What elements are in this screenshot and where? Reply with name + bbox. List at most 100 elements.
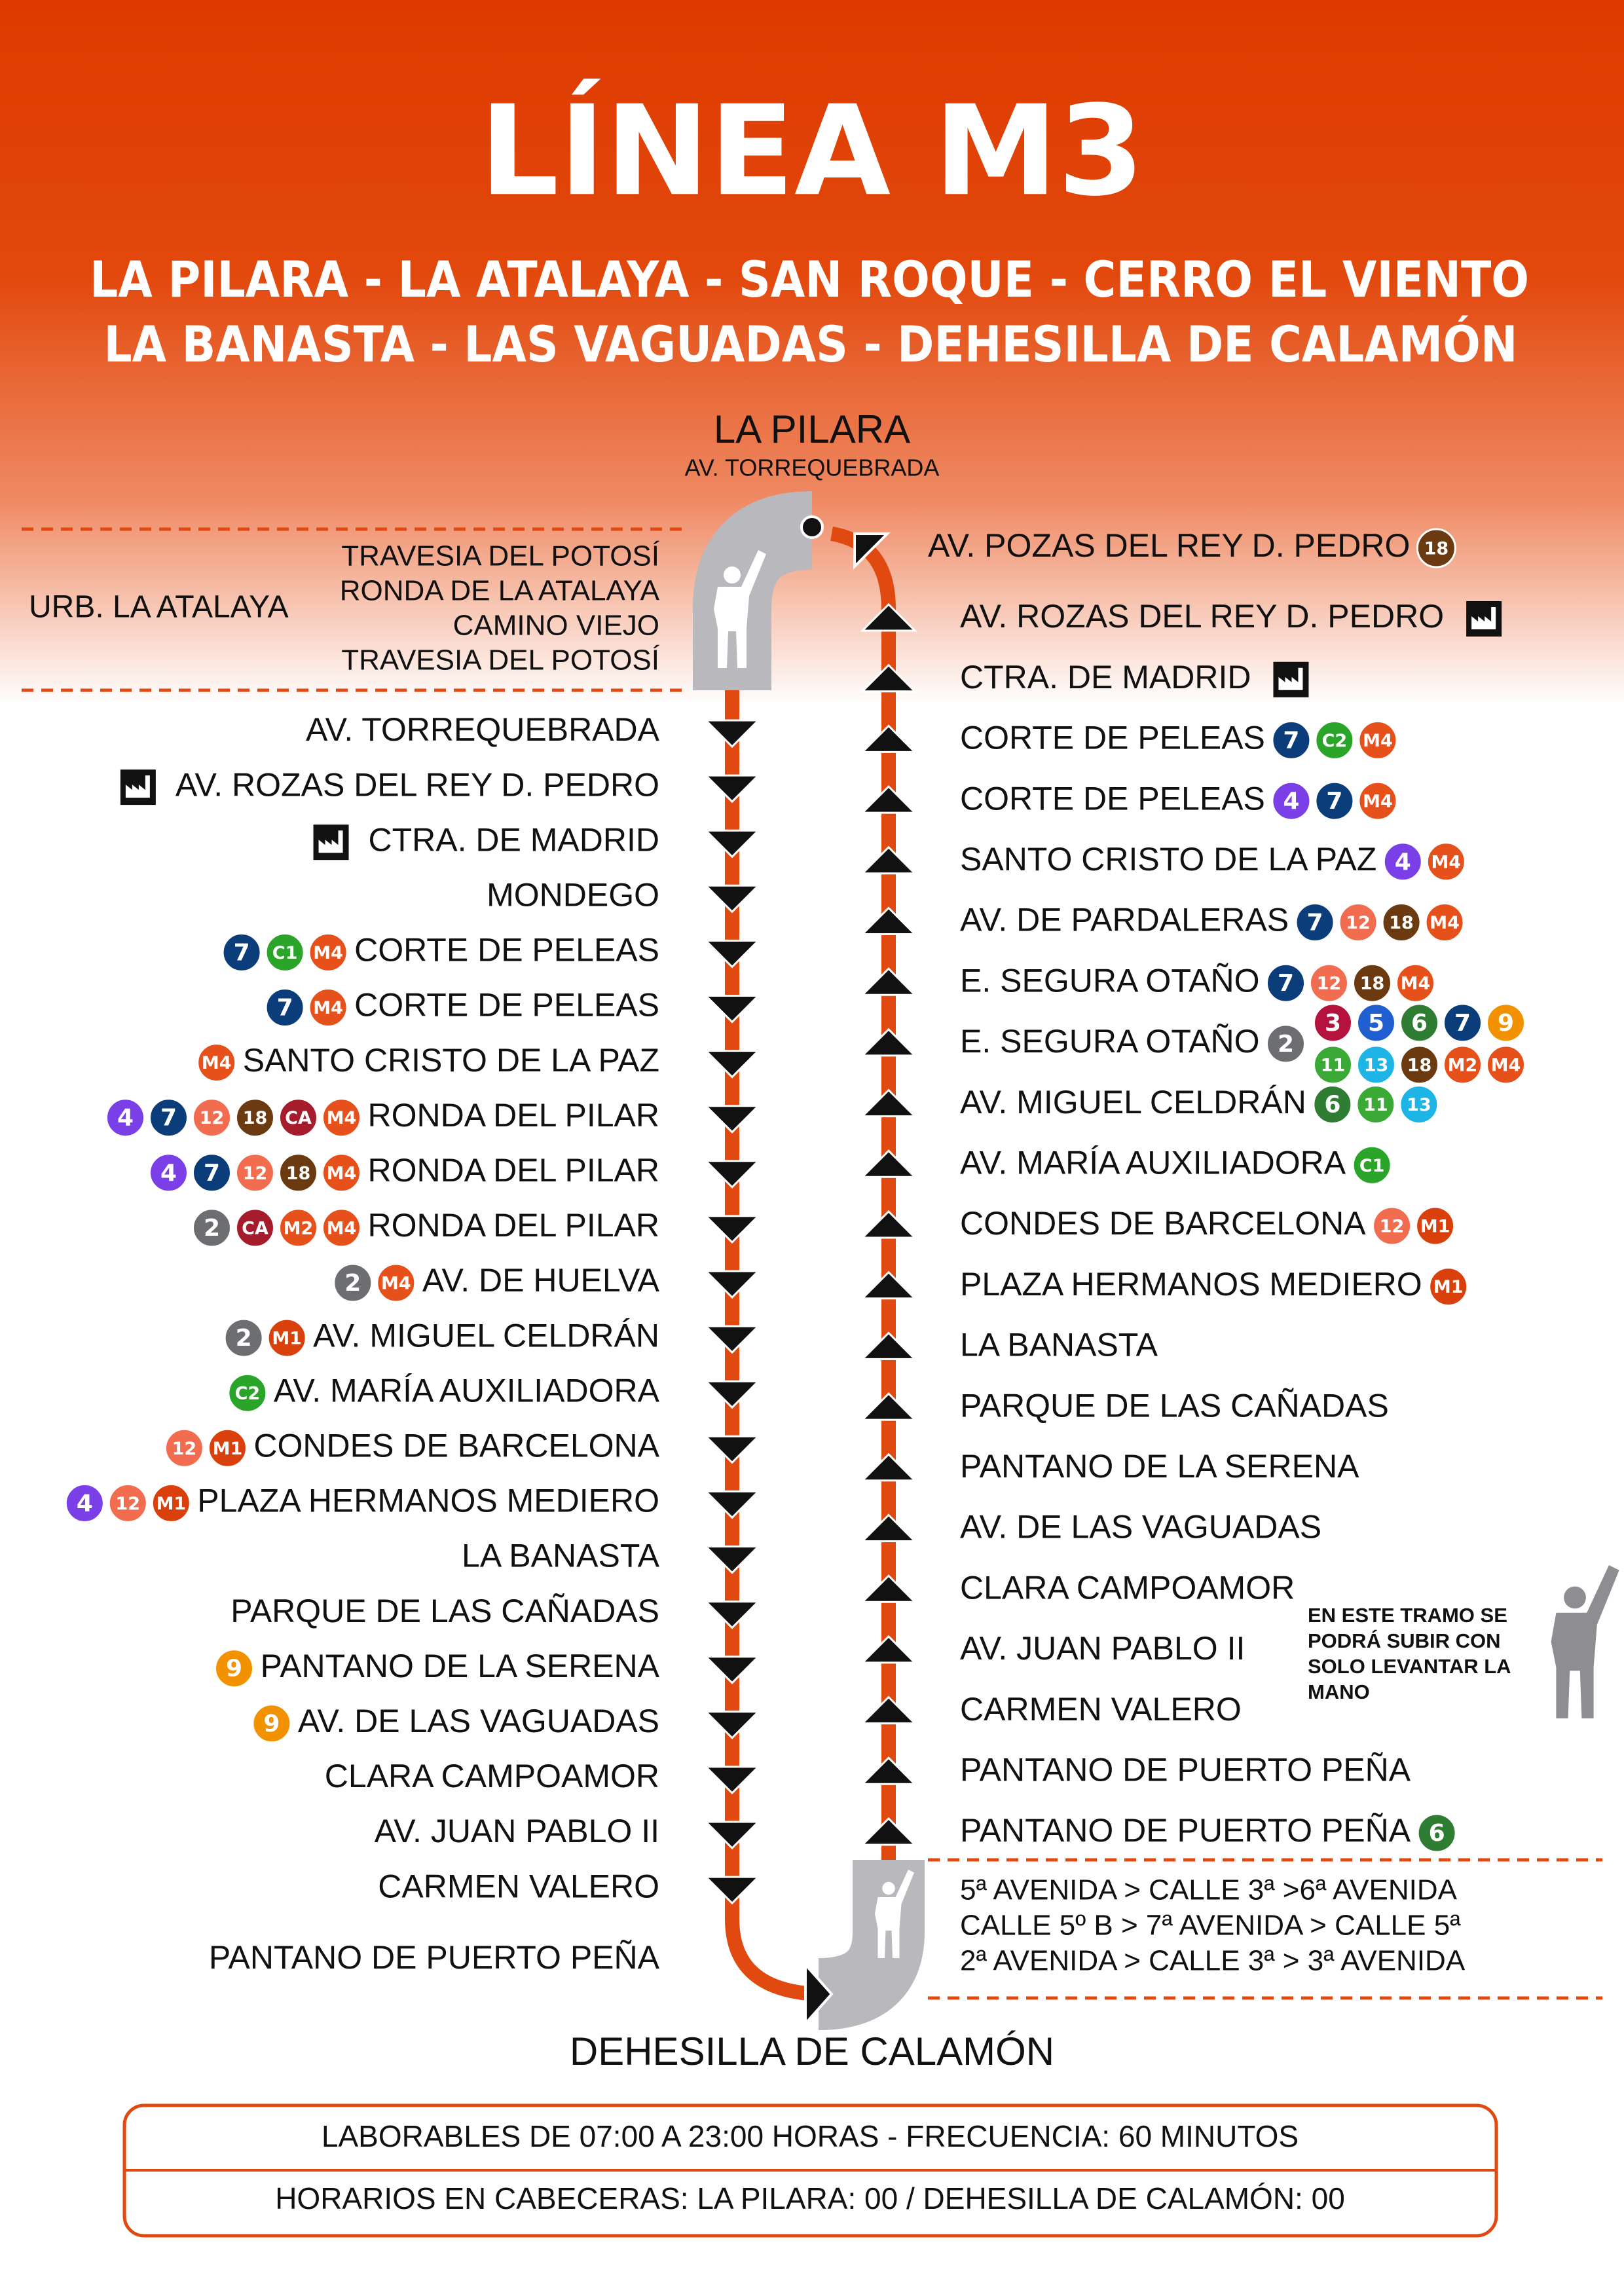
stop-name: RONDA DEL PILAR [367,1152,659,1189]
badge-label: 12 [1317,974,1342,994]
badge-circle [1352,1145,1392,1185]
line-badge: CA [234,1208,275,1248]
line-badge: 18 [1352,963,1392,1003]
line-badge: CA [278,1098,318,1138]
badge-label: 12 [200,1108,225,1128]
badge-label: 12 [243,1163,268,1183]
line-badge: 12 [1372,1206,1412,1246]
line-badge: 9 [214,1648,255,1689]
badge-circle [64,1483,105,1523]
stop-name: PARQUE DE LAS CAÑADAS [960,1387,1389,1424]
line-badge: C1 [265,932,305,972]
stop-name: PANTANO DE LA SERENA [960,1448,1359,1485]
badge-label: 11 [1321,1055,1346,1075]
badge-circle [1381,902,1422,942]
badge-circle [1314,720,1355,760]
line-badge: 12 [164,1428,204,1468]
badge-circle [227,1373,268,1413]
line-badge: 7 [148,1098,189,1138]
stops: AV. TORREQUEBRADA AV. ROZAS DEL REY D. PE… [64,527,1526,1976]
badge-circle [1415,1206,1456,1246]
line-badge: 7 [1295,902,1335,942]
line-badge: 2 [191,1208,232,1248]
direction-arrow [703,884,761,914]
direction-arrow [860,1635,917,1664]
direction-arrow [860,1453,917,1482]
direction-arrow [703,1050,761,1079]
line-badge: 5 [1356,1003,1396,1043]
badge-label: M4 [202,1053,232,1073]
line-badge: 11 [1313,1045,1353,1085]
end-name: DEHESILLA DE CALAMÓN [570,2029,1054,2073]
badge-circle [191,1208,232,1248]
direction-arrow [860,785,917,814]
stop-name: PANTANO DE PUERTO PEÑA [960,1752,1411,1788]
direction-arrow [703,1766,761,1795]
direction-arrow [703,1270,761,1299]
badge-circle [321,1153,361,1193]
badge-circle [1352,963,1392,1003]
schedule-line: LABORABLES DE 07:00 A 23:00 HORAS - FREC… [322,2119,1299,2153]
note-line: MANO [1308,1680,1370,1703]
badge-circle [1399,1003,1439,1043]
street: RONDA DE LA ATALAYA [340,575,660,607]
direction-arrow [860,724,917,753]
stop-name: SANTO CRISTO DE LA PAZ [960,841,1376,878]
badge-circle [105,1098,145,1138]
badge-label: 2 [204,1215,220,1242]
line-badge: M1 [207,1428,248,1468]
badge-circle [1313,1045,1353,1085]
direction-arrow [860,967,917,996]
stop-name: AV. JUAN PABLO II [375,1813,659,1849]
direction-arrow [703,995,761,1024]
badge-label: 7 [204,1160,220,1187]
line-badge: 12 [1309,963,1349,1003]
badge-label: 6 [1429,1820,1445,1847]
direction-arrow [703,1656,761,1684]
badge-label: 7 [1283,727,1299,754]
badge-circle [234,1098,275,1138]
badge-label: 4 [77,1490,93,1517]
stop-name: PANTANO DE PUERTO PEÑA [209,1939,660,1976]
badge-label: 7 [277,995,293,1022]
stop-name: AV. ROZAS DEL REY D. PEDRO [175,766,659,803]
note-line: EN ESTE TRAMO SE [1308,1604,1507,1627]
direction-arrow [860,1392,917,1421]
stop-name: RONDA DEL PILAR [367,1207,659,1244]
terminal-dot [800,515,824,539]
stop-name: E. SEGURA OTAÑO [960,1023,1260,1060]
direction-arrow [703,1325,761,1354]
direction-arrow [860,602,917,632]
stop-name: PLAZA HERMANOS MEDIERO [197,1483,659,1519]
badge-label: 18 [1407,1055,1432,1075]
direction-arrow [703,1711,761,1739]
badge-circle [148,1153,189,1193]
direction-arrow [860,906,917,935]
icon-shape [125,775,150,798]
line-badge: 9 [1486,1003,1526,1043]
badge-circle [151,1483,191,1523]
badge-label: M1 [272,1329,302,1349]
stop-name: RONDA DEL PILAR [367,1097,659,1134]
line-badge: M4 [1486,1045,1526,1085]
stop-name: PANTANO DE LA SERENA [261,1648,660,1684]
badge-label: 18 [1424,539,1449,559]
line-badge: M2 [1443,1045,1483,1085]
direction-arrow [703,1490,761,1519]
stop-name: AV. MIGUEL CELDRÁN [960,1084,1306,1120]
line-badge: 18 [278,1153,318,1193]
line-badge: 4 [1382,842,1423,882]
subtitle: LA BANASTA - LAS VAGUADAS - DEHESILLA DE… [104,314,1518,373]
stop-name: CTRA. DE MADRID [960,659,1251,695]
note-line: SOLO LEVANTAR LA [1308,1655,1511,1678]
badge-circle [107,1483,148,1523]
line-badge: 13 [1356,1045,1396,1085]
street: TRAVESIA DEL POTOSÍ [341,644,660,676]
line-badge: 4 [64,1483,105,1523]
badge-circle [1399,1084,1439,1125]
badge-label: M4 [1363,731,1393,751]
line-badge: M2 [278,1208,318,1248]
badge-label: M2 [284,1218,314,1238]
badge-circle [1356,1045,1396,1085]
badge-circle [1382,842,1423,882]
